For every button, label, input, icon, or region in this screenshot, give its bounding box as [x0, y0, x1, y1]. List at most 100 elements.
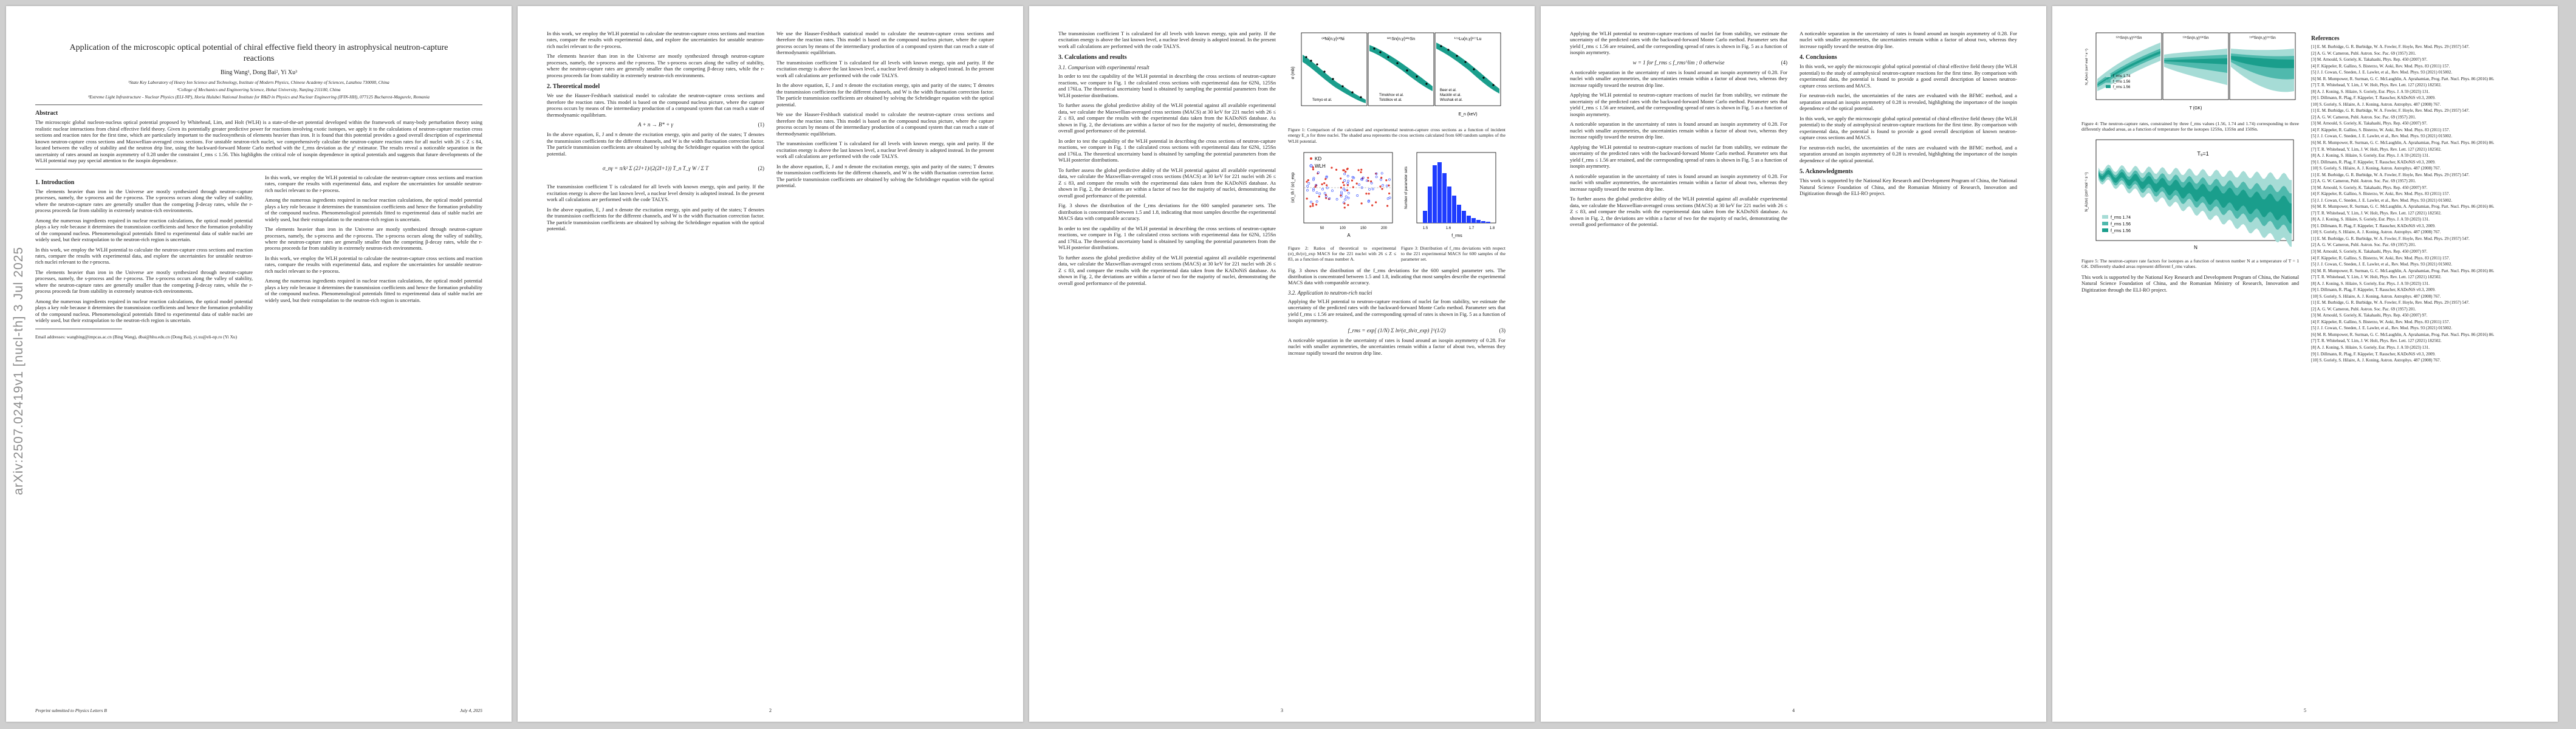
fig2-point-wlh	[1340, 191, 1343, 193]
figure-3-caption: Figure 3: Distribution of f_rms deviatio…	[1401, 245, 1506, 262]
fig2-point-wlh	[1324, 195, 1327, 198]
fig5-band	[2098, 169, 2292, 224]
fig2-point-wlh	[1356, 194, 1359, 197]
fig2-point-kd	[1306, 180, 1308, 183]
fig4-panel-125sn: ¹²⁵Sn(n,γ)¹²⁶Sn f_rms 1.74 f_rms 1.56 f_…	[2095, 32, 2162, 100]
reference-item: [6] M. R. Mumpower, R. Surman, G. C. McL…	[2311, 140, 2495, 145]
fig3-bar	[1467, 215, 1471, 223]
references-heading: References	[2311, 35, 2340, 42]
page-number: 3	[1281, 708, 1283, 713]
affiliation-1: ¹State Key Laboratory of Heavy Ion Scien…	[128, 80, 389, 86]
fig2-point-kd	[1388, 184, 1390, 187]
paragraph: A noticeable separation in the uncertain…	[1800, 30, 2017, 49]
section-heading: 3. Calculations and results	[1058, 54, 1127, 61]
fig2-point-wlh	[1361, 178, 1364, 181]
fig1-panel-sn: ¹²⁵Sn(n,γ)¹²⁶Sn Timokhov et al. Tolstiko…	[1368, 32, 1434, 106]
paragraph: The transmission coefficient T is calcul…	[547, 183, 764, 203]
reference-item: [1] E. M. Burbidge, G. R. Burbidge, W. A…	[2311, 172, 2470, 177]
reference-item: [7] T. R. Whitehead, Y. Lim, J. W. Holt,…	[2311, 275, 2442, 280]
figure-1-caption: Figure 1: Comparison of the calculated a…	[1288, 127, 1506, 144]
paragraph: To further assess the global predictive …	[1058, 166, 1276, 199]
reference-item: [6] M. R. Mumpower, R. Surman, G. C. McL…	[2311, 76, 2495, 81]
page-footer: Preprint submitted to Physics Letters B …	[35, 708, 482, 713]
reference-item: [4] F. Käppeler, R. Gallino, S. Bisterzo…	[2311, 191, 2450, 197]
equation-4: w = 1 for f_rms ≤ f_rms^lim ; 0 otherwis…	[1632, 59, 1787, 66]
fig2-point-kd	[1346, 189, 1349, 191]
fig2-point-wlh	[1352, 176, 1355, 179]
fig3-xtick: 1.7	[1469, 227, 1475, 230]
page-number: 5	[2304, 708, 2306, 713]
subsection-heading: 3.2. Application to neutron-rich nuclei	[1288, 289, 1372, 296]
fig2-point-kd	[1342, 169, 1345, 171]
fig3-bar	[1471, 217, 1476, 223]
fig2-point-kd	[1368, 192, 1370, 195]
fig3-bar	[1447, 186, 1451, 223]
fig2-legend: KD WLH	[1309, 156, 1326, 169]
fig2-point-wlh	[1388, 196, 1391, 199]
fig2-point-wlh	[1368, 188, 1371, 191]
reference-item: [8] A. J. Koning, S. Hilaire, S. Goriely…	[2311, 344, 2430, 350]
reference-item: [8] A. J. Koning, S. Hilaire, S. Goriely…	[2311, 153, 2430, 159]
fig3-bar	[1428, 186, 1432, 223]
paragraph: Applying the WLH potential to neutron-ca…	[1570, 30, 1787, 56]
paragraph: In this work, we employ the WLH potentia…	[547, 30, 764, 49]
reference-item: [3] M. Arnould, S. Goriely, K. Takahashi…	[2311, 185, 2428, 190]
fig2-point-kd	[1343, 183, 1345, 187]
fig2-point-kd	[1345, 170, 1347, 173]
reference-item: [4] F. Käppeler, R. Gallino, S. Bisterzo…	[2311, 255, 2450, 261]
paragraph: In this work, we employ the WLH potentia…	[265, 174, 482, 193]
paragraph: Among the numerous ingredients required …	[265, 278, 482, 303]
fig1-legend: Tomyo et al.	[1312, 98, 1332, 102]
fig2-point-wlh	[1335, 197, 1338, 200]
paragraph: Among the numerous ingredients required …	[35, 298, 253, 324]
paragraph: To further assess the global predictive …	[1058, 102, 1276, 134]
fig2-point-wlh	[1321, 188, 1324, 191]
paragraph: We use the Hauser-Feshbach statistical m…	[547, 92, 764, 118]
fig5-legend-item: f_rms 1.56	[2111, 229, 2131, 233]
fig2-point-wlh	[1346, 174, 1349, 177]
fig2-point-wlh	[1358, 183, 1361, 186]
affiliation-3: ³Extreme Light Infrastructure - Nuclear …	[88, 94, 430, 100]
reference-item: [9] I. Dillmann, R. Plag, F. Käppeler, T…	[2311, 223, 2436, 228]
paragraph: This work is supported by the National K…	[2081, 274, 2299, 293]
fig2-point-kd	[1351, 179, 1354, 182]
fig2-point-kd	[1306, 197, 1308, 200]
fig2-point-wlh	[1315, 200, 1318, 203]
reference-item: [1] E. M. Burbidge, G. R. Burbidge, W. A…	[2311, 44, 2470, 49]
fig2-point-kd	[1312, 202, 1314, 205]
page-3: The transmission coefficient T is calcul…	[1029, 6, 1535, 722]
fig2-point-wlh	[1347, 196, 1350, 199]
fig2-point-kd	[1360, 168, 1363, 171]
reference-item: [3] M. Arnould, S. Goriely, K. Takahashi…	[2311, 249, 2428, 254]
fig2-point-kd	[1342, 181, 1345, 183]
divider	[35, 104, 482, 106]
fig1-panel-title: ¹⁷⁶Lu(n,γ)¹⁷⁷Lu	[1454, 37, 1482, 41]
reference-item: [10] S. Goriely, S. Hilaire, A. J. Konin…	[2311, 101, 2441, 107]
reference-item: [5] J. J. Cowan, C. Sneden, J. E. Lawler…	[2311, 326, 2453, 331]
paragraph: In order to test the capability of the W…	[1058, 137, 1276, 163]
fig2-point-kd	[1340, 186, 1342, 189]
reference-item: [10] S. Goriely, S. Hilaire, A. J. Konin…	[2311, 358, 2441, 363]
figure-2: KD WLH 50 100 150 200 A ⟨σ⟩_th / ⟨σ⟩_exp	[1290, 152, 1393, 238]
equation-text: w = 1 for f_rms ≤ f_rms^lim ; 0 otherwis…	[1632, 59, 1725, 66]
authors: Bing Wang¹, Dong Bai², Yi Xu³	[220, 69, 298, 77]
reference-item: [5] J. J. Cowan, C. Sneden, J. E. Lawler…	[2311, 262, 2453, 267]
reference-item: [9] I. Dillmann, R. Plag, F. Käppeler, T…	[2311, 95, 2436, 101]
fig2-point-kd	[1314, 185, 1317, 188]
fig3-bar	[1462, 210, 1466, 223]
fig2-point-kd	[1375, 172, 1377, 175]
fig1-legend: Macklin et al.	[1440, 94, 1461, 97]
fig1-ylabel: σ (mb)	[1291, 67, 1295, 80]
fig2-point-kd	[1360, 171, 1362, 173]
reference-item: [7] T. R. Whitehead, Y. Lim, J. W. Holt,…	[2311, 338, 2442, 344]
fig3-xtick: 1.5	[1423, 227, 1428, 230]
fig4-panel-title: ¹³⁵Sn(n,γ)¹³⁶Sn	[2183, 36, 2209, 40]
paragraph: We use the Hauser-Feshbach statistical m…	[776, 30, 994, 56]
fig2-point-wlh	[1323, 192, 1326, 194]
fig5-xlabel: N	[2194, 245, 2197, 250]
fig2-point-kd	[1365, 192, 1368, 195]
paragraph: Among the numerous ingredients required …	[265, 197, 482, 222]
reference-item: [3] M. Arnould, S. Goriely, K. Takahashi…	[2311, 313, 2428, 318]
journal-footer: Preprint submitted to Physics Letters B	[35, 708, 107, 713]
fig2-point-wlh	[1345, 195, 1348, 198]
